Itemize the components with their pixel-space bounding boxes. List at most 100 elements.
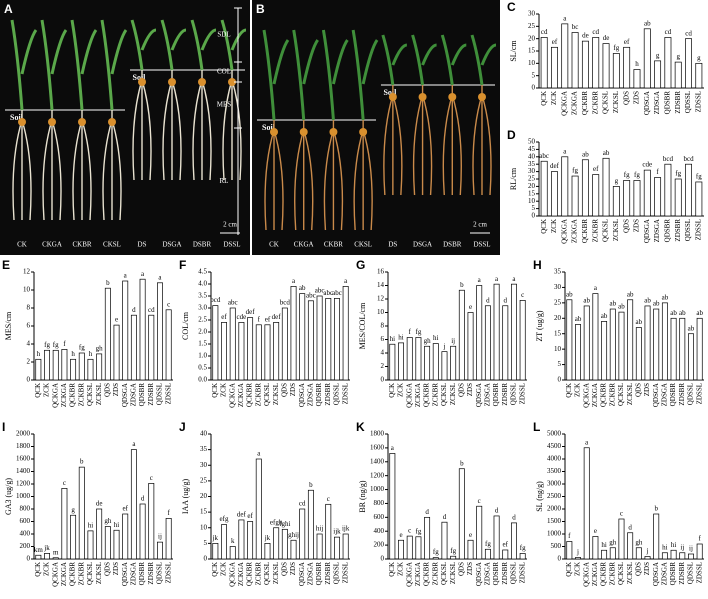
y-tick-label: 30 [528,167,536,175]
x-tick-label: ZCK [574,383,582,397]
bar [247,317,254,381]
panel-letter: K [356,420,365,434]
bar [654,60,662,89]
x-tick-label: ZDSSL [695,383,703,404]
chart: E 0 2 4 6 8 10 12 MES/cm h QCK fg ZCK fg QCKGA f ZCKGA h Q… [2,258,173,408]
bar [389,343,396,381]
significance-letter: e [594,527,597,535]
bar [511,283,517,381]
x-tick-label: ZCK [397,562,405,576]
x-tick-label: ZCKSL [626,562,634,584]
significance-letter: h [635,60,639,68]
y-tick-label: 40 [528,152,536,160]
significance-letter: g [615,177,619,185]
y-tick-label: 45 [528,145,536,153]
x-tick-label: ZDSGA [130,383,138,406]
photo-label: DSSL [223,241,240,249]
y-tick-label: 15 [528,47,536,55]
significance-letter: a [478,276,482,284]
significance-letter: f [409,328,412,336]
significance-letter: abc [315,287,325,295]
root [264,120,284,231]
bar [609,308,616,381]
x-tick-label: ZCK [43,383,51,397]
x-tick-label: ZDS [633,219,641,232]
significance-letter: fg [675,170,681,178]
bar [44,349,50,381]
x-tick-label: ZDSGA [307,383,315,406]
seed [448,93,457,101]
significance-letter: ef [221,313,227,321]
bar [290,539,297,560]
bar [633,180,641,217]
x-tick-label: QDSGA [298,383,306,407]
chart: H 0 5 10 15 20 25 30 35 ZT (ug/g) ab QCK ab ZCK ab QCKG… [533,258,704,408]
x-tick-label: QDSBR [492,383,500,407]
x-tick-label: QCKGA [405,562,413,587]
leaf [100,19,128,111]
bar [87,530,94,560]
y-tick-label: 10 [528,197,536,205]
x-tick-label: QCKSL [263,562,271,585]
x-tick-label: ZCKGA [237,383,245,407]
x-tick-label: QCKSL [602,91,610,114]
x-tick-label: ZDSSL [518,562,526,583]
bar [450,345,457,381]
photo-label: DSBR [193,241,212,249]
significance-letter: a [132,440,136,448]
bar [601,549,608,560]
root [472,85,492,196]
x-tick-label: QCKGA [228,383,236,408]
y-axis-label: IAA (ug/g) [181,479,190,515]
significance-letter: cd [148,306,155,314]
significance-letter: hi [662,543,668,551]
bar [424,516,431,560]
significance-letter: gh [424,337,432,345]
photo-label: CKGA [42,241,62,249]
bar [575,324,581,381]
y-tick-label: 1000 [547,530,562,538]
x-tick-label: ZCKGA [571,219,579,243]
seed [388,93,397,101]
bar [52,557,59,560]
y-axis-label: MES/cm [4,311,13,340]
bar [78,466,85,560]
x-tick-label: QCKBR [246,383,254,407]
significance-letter: b [80,458,84,466]
bar [96,353,103,381]
bar [441,351,448,381]
y-tick-label: 1800 [370,430,385,438]
x-tick-label: ZDS [633,91,641,104]
part-label: MES [217,101,232,109]
x-tick-label: ZCKSL [272,562,280,584]
significance-letter: ij [689,545,693,553]
bar [35,554,42,560]
panel-letter: I [2,420,5,434]
significance-letter: j [646,547,649,555]
x-tick-label: QDSSL [684,91,692,113]
bar [467,539,474,560]
bar [157,541,163,560]
bar [334,536,340,560]
photo-label: CKGA [294,241,314,249]
x-tick-label: QDSGA [121,562,129,586]
x-tick-label: QDSSL [156,383,164,405]
significance-letter: fghi [279,520,290,528]
bar [685,163,692,217]
y-tick-label: 30 [528,10,536,18]
bar [432,343,439,381]
x-tick-label: QCKGA [228,562,236,587]
x-tick-label: ZDSBR [678,562,686,585]
seed [299,128,308,136]
significance-letter: g [71,506,75,514]
significance-letter: c [167,300,170,308]
x-tick-label: QDS [280,383,288,397]
significance-letter: ij [451,337,455,345]
significance-letter: e [115,316,118,324]
y-tick-label: 3.5 [198,292,207,300]
significance-letter: fg [450,547,456,555]
seed [270,128,278,136]
x-tick-label: QDSGA [643,91,651,115]
bar [238,322,245,381]
x-tick-label: QCKGA [405,383,413,408]
